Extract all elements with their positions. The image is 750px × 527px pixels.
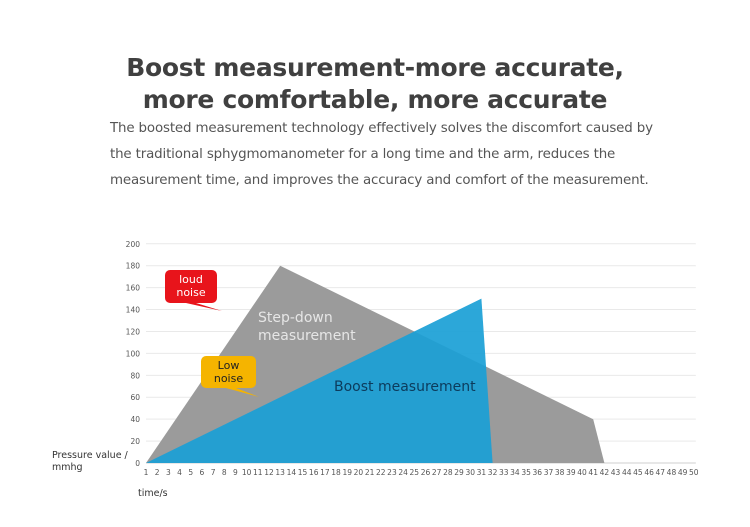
y-tick-label: 80 <box>130 371 140 380</box>
x-tick-label: 27 <box>432 468 442 477</box>
series-area-boost-measurement <box>146 298 493 463</box>
x-tick-label: 33 <box>499 468 509 477</box>
x-tick-label: 31 <box>477 468 487 477</box>
x-tick-label: 20 <box>354 468 364 477</box>
x-tick-label: 14 <box>287 468 297 477</box>
series-label-step-down-line-2: measurement <box>258 328 356 344</box>
x-tick-label: 45 <box>633 468 643 477</box>
low-noise-callout-tail <box>226 388 259 397</box>
y-tick-label: 40 <box>130 415 140 424</box>
series-label-step-down: Step-down measurement <box>258 310 356 344</box>
x-tick-label: 11 <box>253 468 263 477</box>
x-tick-label: 7 <box>211 468 216 477</box>
x-tick-label: 29 <box>454 468 464 477</box>
x-tick-label: 21 <box>365 468 375 477</box>
x-tick-label: 12 <box>264 468 274 477</box>
x-tick-label: 50 <box>689 468 699 477</box>
y-axis-label-line-2: mmhg <box>52 462 83 473</box>
x-tick-label: 46 <box>644 468 654 477</box>
chart-title-line-2: more comfortable, more accurate <box>142 85 608 114</box>
chart-title-line-1: Boost measurement-more accurate, <box>126 53 624 82</box>
low-noise-label: Low noise <box>214 359 243 385</box>
x-tick-label: 23 <box>387 468 397 477</box>
x-tick-label: 42 <box>600 468 610 477</box>
y-tick-label: 140 <box>126 306 141 315</box>
x-tick-label: 44 <box>622 468 632 477</box>
y-tick-label: 100 <box>126 349 141 358</box>
x-tick-label: 24 <box>398 468 408 477</box>
loud-noise-callout-tail <box>186 303 222 311</box>
x-tick-label: 43 <box>611 468 621 477</box>
x-tick-label: 4 <box>177 468 182 477</box>
x-tick-label: 30 <box>465 468 475 477</box>
y-tick-label: 180 <box>126 262 141 271</box>
x-tick-label: 38 <box>555 468 565 477</box>
y-tick-label: 120 <box>126 327 141 336</box>
x-tick-label: 8 <box>222 468 227 477</box>
x-tick-label: 13 <box>275 468 285 477</box>
x-tick-label: 41 <box>588 468 598 477</box>
y-tick-label: 20 <box>130 437 140 446</box>
x-tick-label: 39 <box>566 468 576 477</box>
loud-noise-label: loud noise <box>176 273 205 299</box>
x-tick-label: 6 <box>200 468 205 477</box>
description-line-3: measurement time, and improves the accur… <box>110 173 649 188</box>
x-tick-label: 19 <box>342 468 352 477</box>
y-tick-label: 160 <box>126 284 141 293</box>
x-tick-label: 10 <box>242 468 252 477</box>
series-label-boost: Boost measurement <box>334 379 476 395</box>
x-tick-label: 16 <box>309 468 319 477</box>
x-tick-label: 36 <box>533 468 543 477</box>
y-axis-label-line-1: Pressure value / <box>52 450 129 461</box>
description-line-1: The boosted measurement technology effec… <box>110 121 653 136</box>
loud-noise-label-line: noise <box>176 286 205 299</box>
y-tick-label: 0 <box>135 459 140 468</box>
low-noise-label-line: noise <box>214 372 243 385</box>
x-tick-label: 3 <box>166 468 171 477</box>
x-tick-label: 17 <box>320 468 330 477</box>
y-tick-label: 60 <box>130 393 140 402</box>
x-tick-label: 28 <box>443 468 453 477</box>
x-tick-label: 1 <box>144 468 149 477</box>
x-tick-label: 48 <box>667 468 677 477</box>
x-tick-label: 49 <box>678 468 688 477</box>
x-tick-label: 2 <box>155 468 160 477</box>
y-axis-label: Pressure value / mmhg <box>52 450 129 473</box>
y-tick-label: 200 <box>126 240 141 249</box>
x-tick-label: 9 <box>233 468 238 477</box>
loud-noise-callout <box>165 270 217 303</box>
x-tick-label: 22 <box>376 468 386 477</box>
x-tick-label: 34 <box>510 468 520 477</box>
low-noise-callout <box>201 356 256 388</box>
x-tick-label: 26 <box>421 468 431 477</box>
x-tick-label: 25 <box>410 468 420 477</box>
series-label-step-down-line-1: Step-down <box>258 310 333 326</box>
x-tick-label: 40 <box>577 468 587 477</box>
description-line-2: the traditional sphygmomanometer for a l… <box>110 147 616 162</box>
x-tick-label: 18 <box>331 468 341 477</box>
x-axis-label: time/s <box>138 488 168 499</box>
loud-noise-label-line: loud <box>179 273 203 286</box>
x-tick-label: 35 <box>521 468 531 477</box>
x-tick-label: 37 <box>544 468 554 477</box>
x-tick-label: 5 <box>188 468 193 477</box>
low-noise-label-line: Low <box>218 359 240 372</box>
x-tick-label: 47 <box>656 468 666 477</box>
x-tick-label: 15 <box>298 468 308 477</box>
x-tick-label: 32 <box>488 468 498 477</box>
